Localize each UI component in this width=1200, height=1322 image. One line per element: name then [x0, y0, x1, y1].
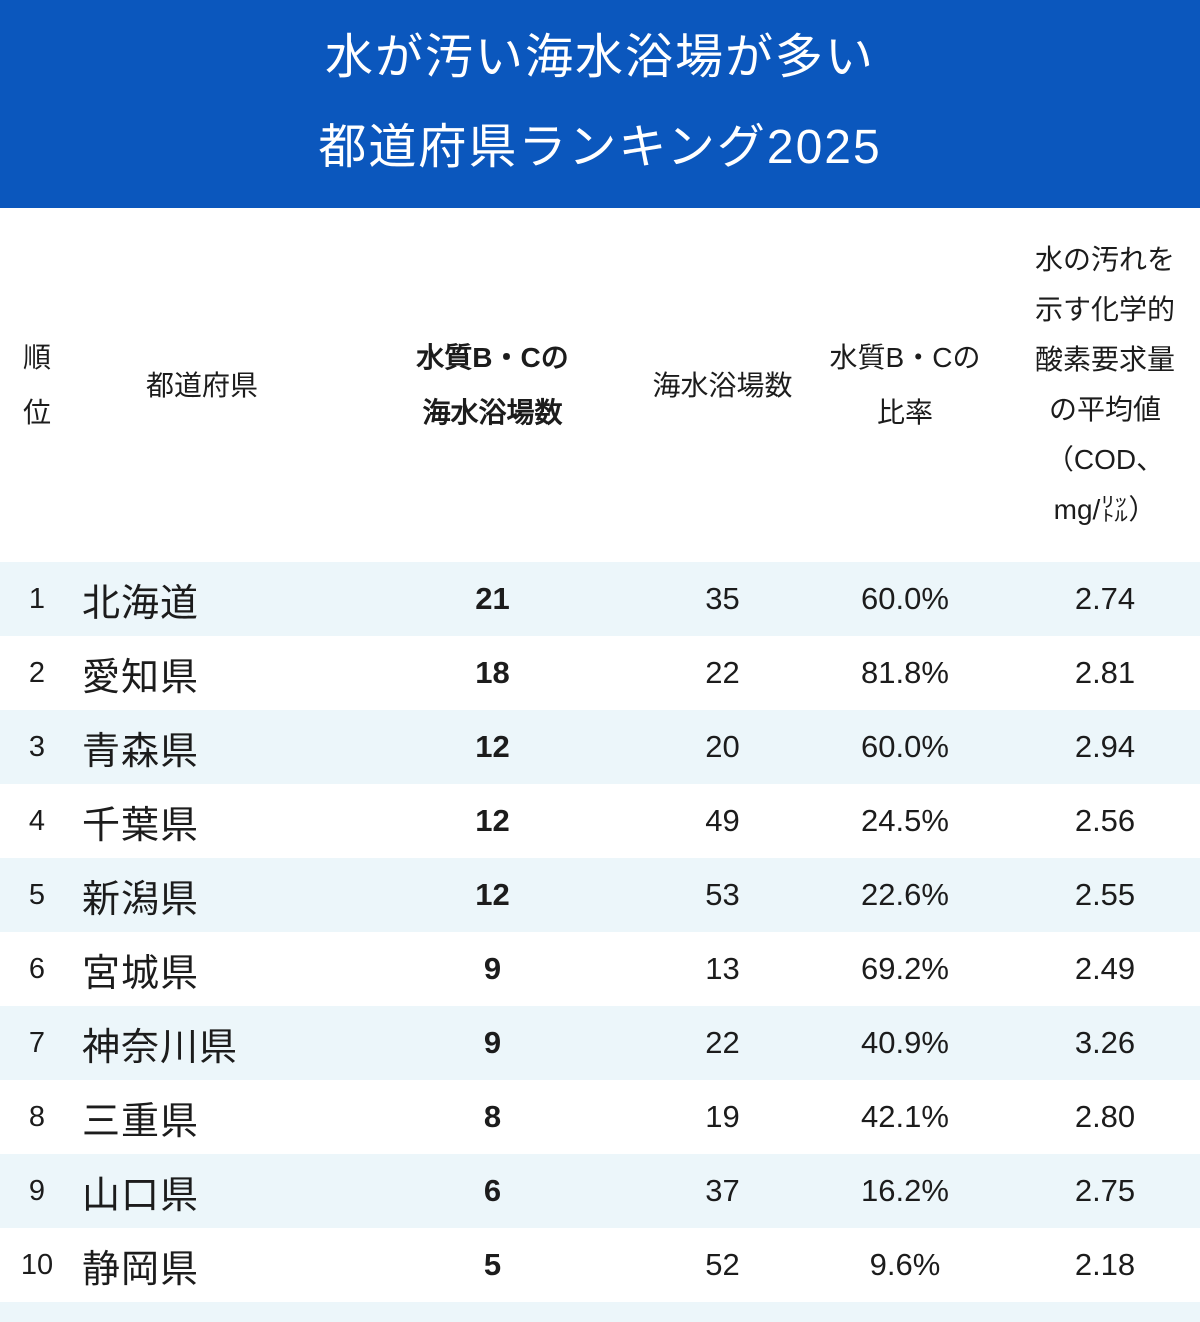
- header-line: mg/㍑）: [1053, 494, 1157, 525]
- header-line: 海水浴場数: [422, 397, 563, 428]
- table-row: 5 新潟県 12 53 22.6% 2.55: [0, 858, 1200, 932]
- table-row: 3 青森県 12 20 60.0% 2.94: [0, 710, 1200, 784]
- column-header-bc-ratio: 水質B・Cの 比率: [800, 330, 1010, 440]
- table-row: 1 北海道 21 35 60.0% 2.74: [0, 562, 1200, 636]
- table-row: 9 山口県 6 37 16.2% 2.75: [0, 1154, 1200, 1228]
- prefecture-cell: 静岡県: [82, 1248, 200, 1291]
- cod-cell: 2.56: [1074, 803, 1136, 838]
- total-count-cell: 13: [705, 951, 740, 986]
- prefecture-cell: 三重県: [82, 1100, 200, 1143]
- cod-cell: 2.18: [1074, 1247, 1136, 1282]
- header-line: の平均値: [1048, 394, 1161, 425]
- column-header-total-count: 海水浴場数: [652, 369, 793, 401]
- bc-count-cell: 9: [483, 951, 502, 986]
- total-count-cell: 52: [705, 1247, 740, 1282]
- table-row: 4 千葉県 12 49 24.5% 2.56: [0, 784, 1200, 858]
- bc-ratio-cell: 9.6%: [869, 1247, 941, 1282]
- header-line: 水質B・Cの: [829, 342, 981, 373]
- cod-cell: 2.75: [1074, 1173, 1136, 1208]
- table-header: 順 位 都道府県 水質B・Cの 海水浴場数 海水浴場数 水質B・Cの 比率 水の…: [0, 208, 1200, 562]
- page-title-line2: 都道府県ランキング2025: [318, 121, 882, 174]
- bc-count-cell: 9: [483, 1025, 502, 1060]
- table-row: 7 神奈川県 9 22 40.9% 3.26: [0, 1006, 1200, 1080]
- rank-cell: 2: [28, 656, 46, 689]
- bc-count-cell: 5: [483, 1247, 502, 1282]
- title-banner: 水が汚い海水浴場が多い 都道府県ランキング2025: [0, 0, 1200, 208]
- partial-next-row-stripe: [0, 1302, 1200, 1322]
- rank-cell: 6: [28, 952, 46, 985]
- total-count-cell: 22: [705, 1025, 740, 1060]
- table-body: 1 北海道 21 35 60.0% 2.74 2 愛知県 18 22 81.8%…: [0, 562, 1200, 1302]
- bc-ratio-cell: 24.5%: [861, 803, 949, 838]
- header-line: （COD、: [1045, 444, 1165, 475]
- prefecture-cell: 新潟県: [82, 878, 200, 921]
- rank-cell: 7: [28, 1026, 46, 1059]
- rank-cell: 5: [28, 878, 46, 911]
- total-count-cell: 49: [705, 803, 740, 838]
- header-line: 位: [22, 397, 51, 428]
- total-count-cell: 22: [705, 655, 740, 690]
- bc-count-cell: 12: [475, 729, 510, 764]
- prefecture-cell: 北海道: [82, 582, 200, 625]
- total-count-cell: 19: [705, 1099, 740, 1134]
- column-header-rank: 順 位: [0, 330, 64, 440]
- table-row: 6 宮城県 9 13 69.2% 2.49: [0, 932, 1200, 1006]
- prefecture-cell: 愛知県: [82, 656, 200, 699]
- rank-cell: 4: [28, 804, 46, 837]
- header-line: 酸素要求量: [1034, 344, 1175, 375]
- table-row: 10 静岡県 5 52 9.6% 2.18: [0, 1228, 1200, 1302]
- bc-ratio-cell: 69.2%: [861, 951, 949, 986]
- cod-cell: 2.80: [1074, 1099, 1136, 1134]
- bc-count-cell: 18: [475, 655, 510, 690]
- bc-count-cell: 6: [483, 1173, 502, 1208]
- page-title-line1: 水が汚い海水浴場が多い: [324, 31, 875, 84]
- prefecture-cell: 山口県: [82, 1174, 200, 1217]
- bc-count-cell: 21: [475, 581, 510, 616]
- header-line: 順: [22, 342, 51, 373]
- rank-cell: 9: [28, 1174, 46, 1207]
- bc-ratio-cell: 60.0%: [861, 729, 949, 764]
- bc-ratio-cell: 22.6%: [861, 877, 949, 912]
- prefecture-cell: 千葉県: [82, 804, 200, 847]
- total-count-cell: 53: [705, 877, 740, 912]
- header-line: 水の汚れを: [1034, 244, 1175, 275]
- bc-ratio-cell: 16.2%: [861, 1173, 949, 1208]
- bc-count-cell: 8: [483, 1099, 502, 1134]
- bc-count-cell: 12: [475, 877, 510, 912]
- cod-cell: 2.55: [1074, 877, 1136, 912]
- total-count-cell: 20: [705, 729, 740, 764]
- prefecture-cell: 神奈川県: [82, 1026, 239, 1069]
- cod-cell: 3.26: [1074, 1025, 1136, 1060]
- table-row: 8 三重県 8 19 42.1% 2.80: [0, 1080, 1200, 1154]
- total-count-cell: 37: [705, 1173, 740, 1208]
- bc-ratio-cell: 42.1%: [861, 1099, 949, 1134]
- cod-cell: 2.94: [1074, 729, 1136, 764]
- bc-ratio-cell: 81.8%: [861, 655, 949, 690]
- cod-cell: 2.49: [1074, 951, 1136, 986]
- bc-ratio-cell: 40.9%: [861, 1025, 949, 1060]
- column-header-bc-count: 水質B・Cの 海水浴場数: [340, 330, 645, 440]
- rank-cell: 1: [28, 582, 46, 615]
- header-line: 比率: [876, 397, 933, 428]
- rank-cell: 8: [28, 1100, 46, 1133]
- column-header-cod-average: 水の汚れを 示す化学的 酸素要求量 の平均値 （COD、 mg/㍑）: [1010, 235, 1200, 535]
- header-line: 水質B・Cの: [416, 342, 569, 373]
- prefecture-cell: 宮城県: [82, 952, 200, 995]
- header-line: 示す化学的: [1034, 294, 1175, 325]
- cod-cell: 2.81: [1074, 655, 1136, 690]
- table-row: 2 愛知県 18 22 81.8% 2.81: [0, 636, 1200, 710]
- column-header-prefecture: 都道府県: [145, 369, 258, 401]
- prefecture-cell: 青森県: [82, 730, 200, 773]
- rank-cell: 10: [20, 1248, 54, 1281]
- total-count-cell: 35: [705, 581, 740, 616]
- bc-ratio-cell: 60.0%: [861, 581, 949, 616]
- bc-count-cell: 12: [475, 803, 510, 838]
- rank-cell: 3: [28, 730, 46, 763]
- cod-cell: 2.74: [1074, 581, 1136, 616]
